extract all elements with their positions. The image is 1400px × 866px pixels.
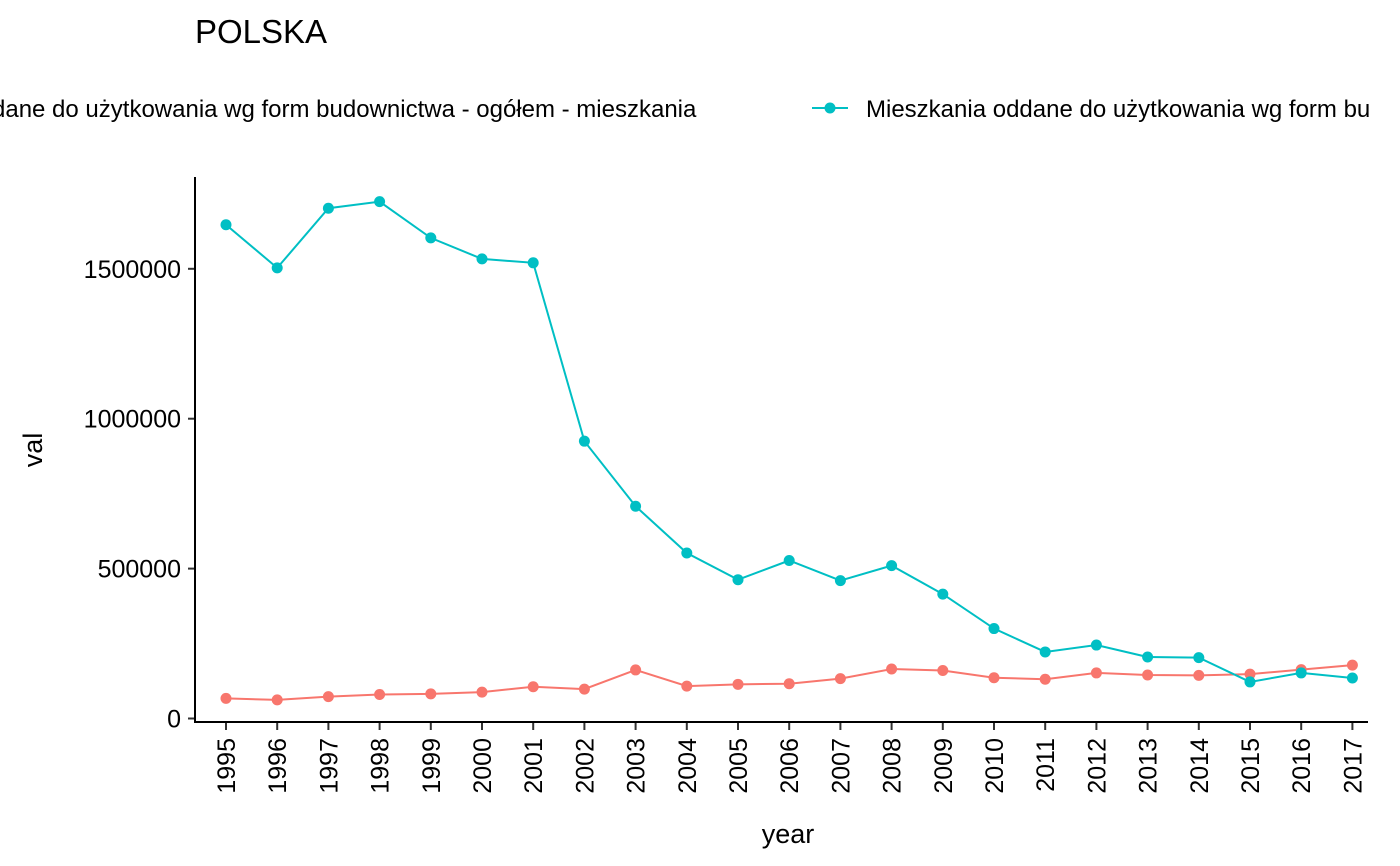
y-tick-label: 500000 — [98, 556, 181, 584]
x-tick-label: 2010 — [981, 738, 1009, 794]
data-point-series-1 — [732, 678, 744, 690]
data-point-series-1 — [220, 692, 232, 704]
data-point-series-1 — [937, 665, 949, 677]
data-point-series-2 — [732, 574, 744, 586]
data-point-series-1 — [1193, 669, 1205, 681]
x-tick-label: 1996 — [264, 738, 292, 794]
y-axis-ticks: 0 500000 1000000 1500000 — [84, 256, 195, 734]
data-point-series-2 — [1193, 652, 1205, 664]
x-tick-label: 1997 — [315, 738, 343, 794]
data-point-series-1 — [1346, 659, 1358, 671]
legend: dane do użytkowania wg form budownictwa … — [0, 96, 1370, 123]
x-tick-label: 2002 — [571, 738, 599, 794]
x-tick-label: 2003 — [623, 738, 651, 794]
y-tick-label: 0 — [167, 706, 181, 734]
data-point-series-2 — [681, 547, 693, 559]
x-axis-label: year — [762, 819, 815, 849]
data-point-series-2 — [1346, 672, 1358, 684]
legend-label-series-2: Mieszkania oddane do użytkowania wg form… — [866, 96, 1370, 123]
data-point-series-1 — [425, 688, 437, 700]
data-point-series-1 — [322, 691, 334, 703]
data-point-series-1 — [834, 673, 846, 685]
x-tick-label: 2011 — [1032, 738, 1060, 792]
x-tick-label: 1995 — [213, 738, 241, 794]
series-1 — [220, 659, 1358, 706]
legend-item-series-1: dane do użytkowania wg form budownictwa … — [0, 96, 697, 123]
data-point-series-1 — [476, 686, 488, 698]
series-line-2 — [225, 200, 1353, 683]
legend-key-point-series-2 — [824, 102, 836, 114]
legend-item-series-2: Mieszkania oddane do użytkowania wg form… — [812, 96, 1370, 123]
data-point-series-1 — [578, 683, 590, 695]
x-tick-label: 2004 — [674, 738, 702, 794]
data-point-series-1 — [1039, 673, 1051, 685]
data-point-series-2 — [988, 623, 1000, 635]
x-tick-label: 2017 — [1339, 738, 1367, 794]
x-tick-label: 2015 — [1237, 738, 1265, 794]
data-point-series-1 — [630, 664, 642, 676]
data-point-series-1 — [271, 694, 283, 706]
x-tick-label: 2009 — [930, 738, 958, 794]
data-point-series-2 — [834, 575, 846, 587]
x-tick-label: 2008 — [879, 738, 907, 794]
data-point-series-1 — [1090, 667, 1102, 679]
data-point-series-2 — [1039, 646, 1051, 658]
x-axis-ticks: 1995 1996 1997 1998 1999 2000 2001 2002 2003 2004… — [213, 723, 1367, 794]
data-point-series-2 — [1090, 639, 1102, 651]
data-point-series-2 — [886, 560, 898, 572]
data-point-series-2 — [220, 219, 232, 231]
data-point-series-2 — [374, 196, 386, 208]
data-point-series-1 — [783, 678, 795, 690]
series-2 — [220, 196, 1358, 688]
data-point-series-1 — [1244, 668, 1256, 680]
legend-label-series-1: dane do użytkowania wg form budownictwa … — [0, 96, 697, 123]
x-tick-label: 2012 — [1083, 738, 1111, 794]
x-tick-label: 2000 — [469, 738, 497, 794]
x-tick-label: 2005 — [725, 738, 753, 794]
data-point-series-1 — [527, 681, 539, 693]
series-layer — [220, 196, 1358, 706]
x-tick-label: 1999 — [418, 738, 446, 794]
x-tick-label: 1998 — [367, 738, 395, 794]
data-point-series-2 — [1295, 667, 1307, 679]
y-tick-label: 1000000 — [84, 406, 181, 434]
y-tick-label: 1500000 — [84, 256, 181, 284]
data-point-series-2 — [1142, 651, 1154, 663]
x-tick-label: 2001 — [520, 738, 548, 794]
x-tick-label: 2013 — [1135, 738, 1163, 794]
x-tick-label: 2014 — [1186, 738, 1214, 794]
data-point-series-1 — [681, 680, 693, 692]
data-point-series-1 — [988, 672, 1000, 684]
data-point-series-1 — [374, 689, 386, 701]
data-point-series-2 — [425, 232, 437, 244]
data-point-series-2 — [578, 435, 590, 447]
data-point-series-1 — [1142, 669, 1154, 681]
data-point-series-2 — [322, 202, 334, 214]
data-point-series-2 — [1244, 676, 1256, 688]
data-point-series-2 — [937, 588, 949, 600]
data-point-series-2 — [271, 262, 283, 274]
data-point-series-2 — [630, 500, 642, 512]
chart-title: POLSKA — [195, 13, 327, 50]
x-tick-label: 2016 — [1288, 738, 1316, 794]
x-tick-label: 2006 — [776, 738, 804, 794]
data-point-series-1 — [886, 663, 898, 675]
y-axis-label: val — [18, 433, 48, 468]
data-point-series-2 — [527, 257, 539, 269]
data-point-series-2 — [783, 555, 795, 567]
data-point-series-2 — [476, 253, 488, 265]
x-tick-label: 2007 — [827, 738, 855, 794]
